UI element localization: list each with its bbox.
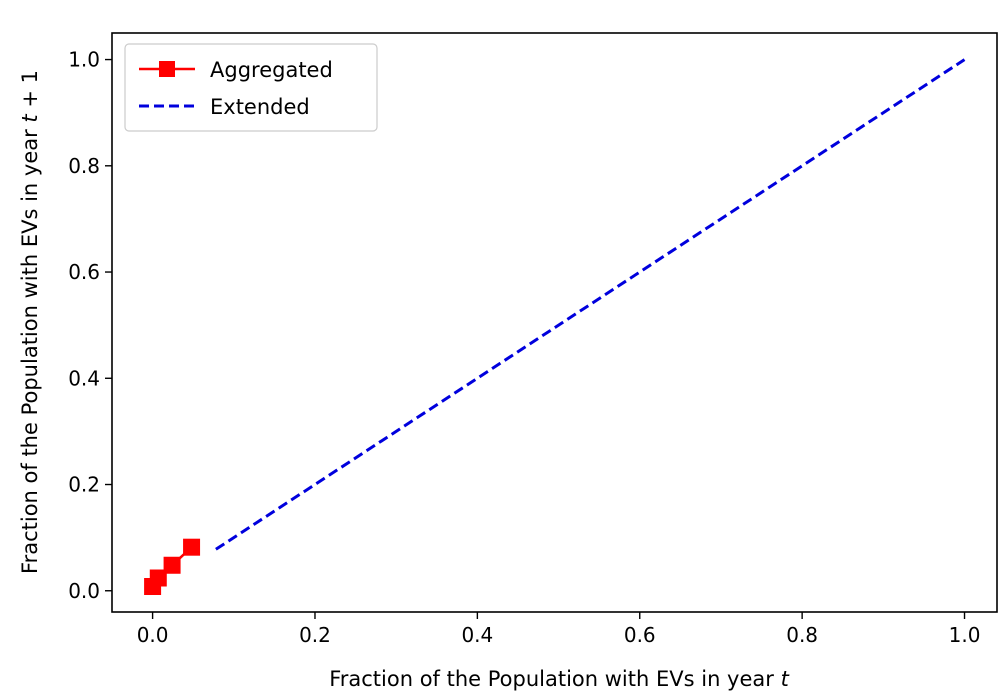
legend-box [124,43,378,132]
plot-frame [111,32,998,613]
y-tick-label: 0.8 [68,154,100,178]
legend-aggregated-marker [159,61,175,77]
y-axis-label-variable: t [18,114,42,123]
legend-extended-label: Extended [210,95,310,119]
x-tick-label: 0.0 [137,623,169,647]
x-axis-label-variable: t [781,667,790,691]
legend: Aggregated Extended [124,43,378,132]
legend-entry-extended: Extended [139,95,310,119]
x-tick-label: 0.6 [624,623,656,647]
x-tick-label: 0.8 [786,623,818,647]
y-tick-label: 0.2 [68,473,100,497]
x-tick-label: 0.4 [461,623,493,647]
y-tick-label: 0.6 [68,260,100,284]
y-axis-label-suffix: + 1 [18,70,42,114]
series-aggregated-point [149,569,167,587]
x-axis-ticks: 0.0 0.2 0.4 0.6 0.8 1.0 [137,612,981,647]
y-axis-label: Fraction of the Population with EVs in y… [18,70,42,574]
x-tick-label: 0.2 [299,623,331,647]
legend-entry-aggregated: Aggregated [139,58,333,82]
y-axis-ticks: 0.0 0.2 0.4 0.6 0.8 1.0 [68,48,112,603]
x-axis-label: Fraction of the Population with EVs in y… [329,667,789,691]
y-tick-label: 1.0 [68,48,100,72]
y-tick-label: 0.4 [68,366,100,390]
x-tick-label: 1.0 [949,623,981,647]
y-axis-label-text: Fraction of the Population with EVs in y… [18,123,42,574]
plot-marks [144,58,966,596]
legend-aggregated-label: Aggregated [210,58,333,82]
series-aggregated-point [163,556,181,574]
series-aggregated-point [183,538,201,556]
x-axis-label-text: Fraction of the Population with EVs in y… [329,667,780,691]
y-tick-label: 0.0 [68,579,100,603]
